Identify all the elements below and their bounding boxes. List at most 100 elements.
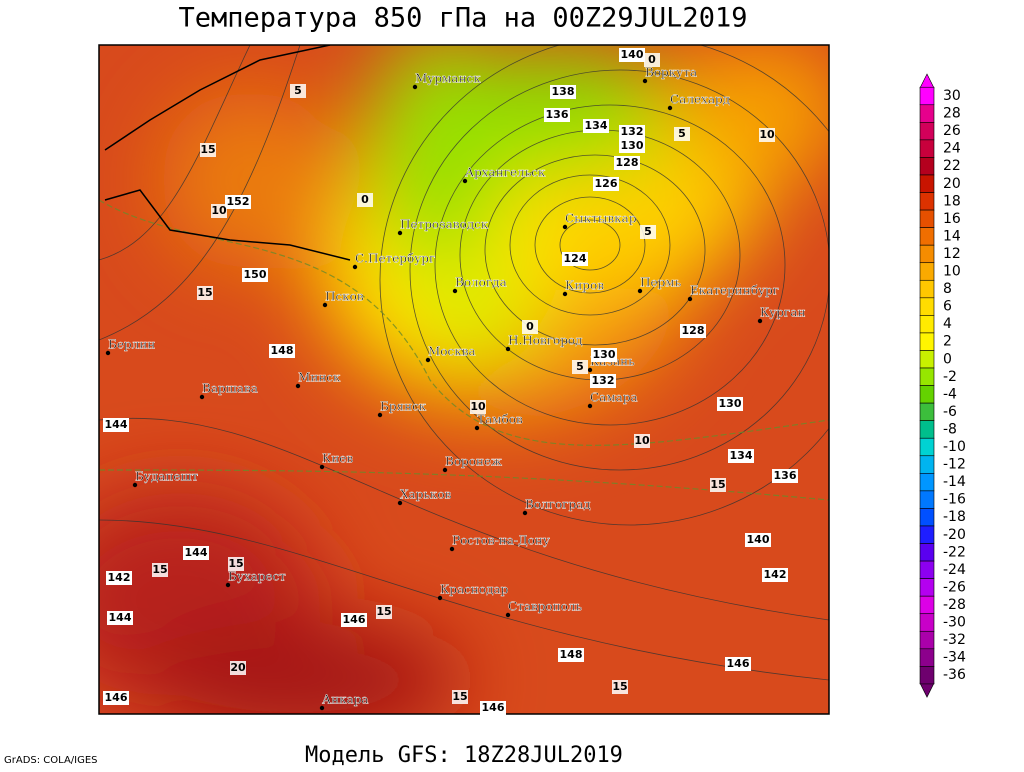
temperature-label: 15 [197,286,212,299]
colorbar-cell [919,437,935,457]
colorbar-label: -22 [943,544,966,560]
colorbar-cell [919,385,935,404]
colorbar-cell [919,473,935,492]
height-label: 136 [774,469,797,482]
height-label: 146 [343,613,366,626]
temperature-label: 15 [612,680,627,693]
colorbar-cell [919,666,935,685]
colorbar-label: -8 [943,421,957,437]
colorbar-label: 24 [943,141,961,157]
temperature-label: 15 [228,557,243,570]
city-label: Воронеж [445,455,502,469]
city-label: С.Петербург [355,252,435,266]
city-dot [425,357,431,363]
temperature-label: 5 [294,84,302,97]
height-label-box [106,571,132,585]
height-label-box [550,85,576,99]
height-label-box [591,348,617,362]
colorbar-cell [919,508,935,527]
height-label-box [725,657,751,671]
temperature-label-box [612,680,628,694]
colorbar-label: -10 [943,439,966,455]
height-label: 136 [546,108,569,121]
temperature-label-box [674,127,690,141]
temperature-label: 0 [648,53,656,66]
city-label: Пермь [640,276,682,290]
temperature-label: 15 [710,478,725,491]
colorbar-cell [919,332,935,351]
map [99,45,829,714]
colorbar-label: 22 [943,158,961,174]
city-label: Ставрополь [508,600,582,614]
height-label-box [593,177,619,191]
city-layer: Мурманск Воркута Салехард Архангельск Сыктыв… [103,48,806,715]
colorbar-label: -2 [943,369,957,385]
colorbar-cell [919,578,935,597]
height-label: 146 [482,701,505,714]
height-label-box [558,648,584,662]
colorbar-label: 4 [943,316,952,332]
height-label: 132 [621,125,644,138]
colorbar-cell [919,543,935,562]
city-dot [587,403,593,409]
city-dot [377,412,383,418]
city-label: Берлин [108,338,155,352]
height-label-box [583,119,609,133]
colorbar-cell [919,262,935,281]
city-label: Брянск [380,400,427,414]
city-dot [562,224,568,230]
colorbar-cell [919,297,935,316]
city-dot [225,582,231,588]
city-dot [667,105,673,111]
colorbar-label: -6 [943,404,957,420]
city-label: Минск [298,371,341,385]
height-label-box [717,397,743,411]
height-label-box [614,156,640,170]
temperature-label: 15 [376,605,391,618]
colorbar-label: -26 [943,579,966,595]
city-dot [637,288,643,294]
colorbar-cell [919,420,935,439]
height-label: 124 [564,252,587,265]
colorbar-cell [919,174,935,193]
temperature-label: 20 [230,661,246,674]
title: Температура 850 гПа на 00Z29JUL2019 [179,3,748,34]
height-label-box [772,469,798,483]
colorbar-label: 10 [943,264,961,280]
height-label: 140 [747,533,770,546]
temperature-label-box [644,53,660,67]
height-label: 152 [227,195,250,208]
city-label: Волгоград [525,498,591,512]
temperature-label-box [640,225,656,239]
city-dot [449,546,455,552]
height-label-box [103,418,129,432]
temperature-label-box [376,605,392,619]
height-label: 144 [105,418,128,431]
city-label: Киев [322,452,353,466]
city-dot [757,318,763,324]
colorbar-label: 14 [943,228,961,244]
height-label-box [183,546,209,560]
temperature-label-box [197,286,213,300]
height-label-box [103,691,129,705]
city-dot [587,367,593,373]
height-label: 128 [616,156,639,169]
height-label: 148 [560,648,583,661]
city-dot [522,510,528,516]
temperature-label: 5 [576,360,584,373]
colorbar-label: 0 [943,351,952,367]
colorbar-cell [919,490,935,509]
height-label-box [680,324,706,338]
colorbar-label: 30 [943,88,961,104]
height-label-box [728,449,754,463]
colorbar-cell [919,227,935,246]
colorbar-label: -34 [943,650,966,666]
colorbar-label: 2 [943,334,952,350]
city-dot [295,383,301,389]
colorbar-label: 16 [943,211,961,227]
height-label: 128 [682,324,705,337]
city-label: Харьков [400,488,452,502]
temperature-label-box [470,400,486,414]
city-dot [474,425,480,431]
